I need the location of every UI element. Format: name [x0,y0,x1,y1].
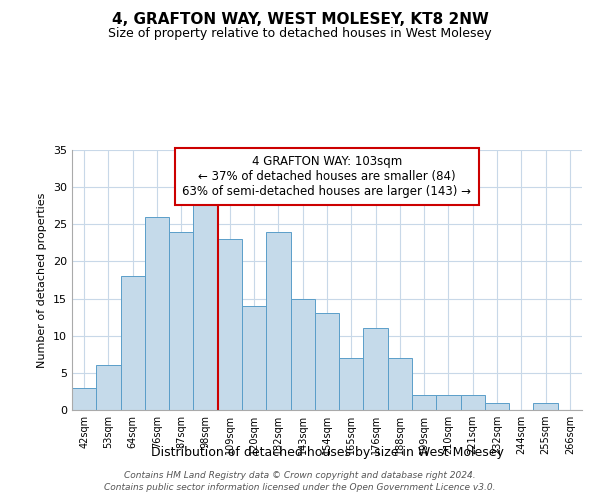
Bar [412,395,436,410]
Bar [339,358,364,410]
Text: 4, GRAFTON WAY, WEST MOLESEY, KT8 2NW: 4, GRAFTON WAY, WEST MOLESEY, KT8 2NW [112,12,488,28]
Bar [96,366,121,410]
Y-axis label: Number of detached properties: Number of detached properties [37,192,47,368]
Bar [72,388,96,410]
Bar [315,314,339,410]
Bar [436,395,461,410]
Bar [461,395,485,410]
Bar [388,358,412,410]
Text: 4 GRAFTON WAY: 103sqm
← 37% of detached houses are smaller (84)
63% of semi-deta: 4 GRAFTON WAY: 103sqm ← 37% of detached … [182,155,472,198]
Bar [533,402,558,410]
Text: Contains HM Land Registry data © Crown copyright and database right 2024.: Contains HM Land Registry data © Crown c… [124,471,476,480]
Text: Contains public sector information licensed under the Open Government Licence v3: Contains public sector information licen… [104,484,496,492]
Bar [193,194,218,410]
Bar [290,298,315,410]
Bar [145,217,169,410]
Bar [121,276,145,410]
Bar [242,306,266,410]
Bar [364,328,388,410]
Text: Size of property relative to detached houses in West Molesey: Size of property relative to detached ho… [108,28,492,40]
Bar [218,239,242,410]
Text: Distribution of detached houses by size in West Molesey: Distribution of detached houses by size … [151,446,503,459]
Bar [169,232,193,410]
Bar [266,232,290,410]
Bar [485,402,509,410]
